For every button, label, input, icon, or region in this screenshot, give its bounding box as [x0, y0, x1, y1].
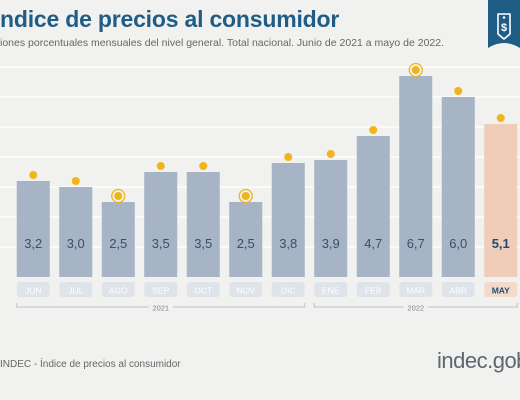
- dot-jul: [71, 177, 80, 185]
- month-pill-dic: [271, 282, 305, 297]
- svg-text:$: $: [501, 22, 507, 34]
- month-pill-sep: [144, 282, 178, 297]
- value-label-nov: 2,5: [237, 236, 255, 251]
- value-label-jun: 3,2: [24, 236, 42, 251]
- dot-sep: [156, 162, 165, 170]
- value-label-mar: 6,7: [407, 236, 425, 251]
- tick-label-dic: DIC: [281, 286, 296, 296]
- tick-label-ene: ENE: [322, 286, 340, 296]
- dot-abr: [454, 87, 463, 95]
- bar-jul: [59, 187, 93, 277]
- year-bracket-2022: 2022: [313, 303, 518, 313]
- year-label-2021: 2021: [152, 304, 169, 313]
- year-label-bg: [403, 303, 428, 312]
- month-pill-ago: [101, 282, 135, 297]
- month-pill-feb: [356, 282, 390, 297]
- dot-dic: [284, 153, 293, 161]
- tick-label-jul: JUL: [68, 286, 83, 296]
- dot-ring-nov: [238, 188, 253, 204]
- bar-dic: [271, 163, 305, 277]
- tick-label-abr: ABR: [450, 286, 467, 296]
- tick-label-jun: JUN: [25, 286, 42, 296]
- dot-mar: [411, 66, 420, 74]
- bar-oct: [186, 172, 220, 277]
- monthly-inflation-chart: 3,2 JUN 3,0 JUL 2,5 AGO 3,5 SEP 3,5 OCT 2,5 NOV 3,8 D…: [0, 62, 520, 313]
- tick-label-mar: MAR: [406, 286, 425, 296]
- dot-oct: [199, 162, 208, 170]
- year-label-2022: 2022: [407, 304, 424, 313]
- value-label-ago: 2,5: [109, 236, 127, 251]
- page-subtitle: iones porcentuales mensuales del nivel g…: [0, 37, 445, 49]
- month-pill-abr: [441, 282, 475, 297]
- dot-feb: [369, 126, 378, 134]
- value-label-may: 5,1: [492, 236, 510, 251]
- dot-nov: [241, 192, 250, 200]
- year-bracket-2021: 2021: [16, 303, 306, 313]
- value-label-ene: 3,9: [322, 236, 340, 251]
- month-pill-ene: [314, 282, 348, 297]
- bar-abr: [441, 97, 475, 277]
- value-label-sep: 3,5: [152, 236, 170, 251]
- dot-ene: [326, 150, 335, 158]
- year-label-bg: [148, 303, 173, 312]
- source-note: INDEC - Índice de precios al consumidor: [0, 359, 181, 370]
- value-label-oct: 3,5: [194, 236, 212, 251]
- bar-feb: [356, 136, 390, 277]
- bar-jun: [16, 181, 50, 277]
- dot-jun: [29, 171, 38, 179]
- price-tag-dollar-icon: $: [488, 0, 520, 48]
- tick-label-oct: OCT: [194, 286, 212, 296]
- bar-nov: [229, 202, 263, 277]
- bar-sep: [144, 172, 178, 277]
- value-label-dic: 3,8: [279, 236, 297, 251]
- dot-ring-ago: [111, 188, 126, 204]
- tick-label-feb: FEB: [365, 286, 382, 296]
- tick-label-ago: AGO: [109, 286, 128, 296]
- month-pill-jun: [16, 282, 50, 297]
- month-pill-mar: [399, 282, 433, 297]
- value-label-abr: 6,0: [449, 236, 467, 251]
- month-pill-nov: [229, 282, 263, 297]
- bar-ene: [314, 160, 348, 277]
- tick-label-may: MAY: [492, 286, 510, 296]
- month-pill-jul: [59, 282, 93, 297]
- dot-may: [496, 114, 505, 122]
- tick-label-sep: SEP: [152, 286, 169, 296]
- month-pill-oct: [186, 282, 220, 297]
- bar-may: [484, 124, 518, 277]
- indec-logo: indec.gob: [437, 348, 520, 373]
- dot-ago: [114, 192, 123, 200]
- value-label-jul: 3,0: [67, 236, 85, 251]
- page-title: ndice de precios al consumidor: [0, 6, 340, 32]
- bar-mar: [399, 76, 433, 277]
- tick-label-nov: NOV: [237, 286, 256, 296]
- dot-ring-mar: [408, 62, 423, 78]
- value-label-feb: 4,7: [364, 236, 382, 251]
- bar-ago: [101, 202, 135, 277]
- month-pill-may: [484, 282, 518, 297]
